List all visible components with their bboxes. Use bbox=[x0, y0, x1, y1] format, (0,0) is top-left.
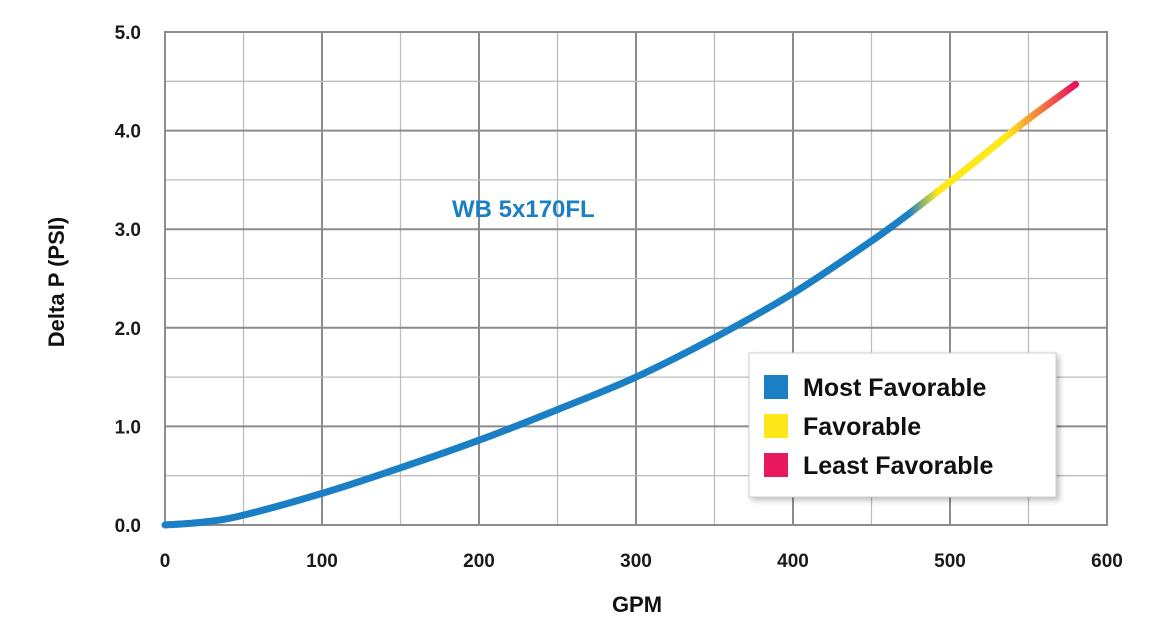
grid bbox=[164, 31, 1108, 526]
x-tick-label: 500 bbox=[934, 551, 966, 572]
data-point bbox=[557, 409, 558, 410]
series-curve-most-favorable bbox=[161, 208, 915, 529]
y-tick-label: 3.0 bbox=[115, 220, 141, 241]
legend-swatch bbox=[764, 375, 788, 399]
data-point bbox=[636, 377, 637, 378]
y-axis-title: Delta P (PSI) bbox=[44, 217, 69, 347]
legend-swatch bbox=[764, 453, 788, 477]
series-curve-favorable-zone bbox=[907, 80, 1080, 216]
y-tick-label: 1.0 bbox=[115, 417, 141, 438]
data-point bbox=[204, 522, 205, 523]
y-tick-label: 2.0 bbox=[115, 319, 141, 340]
data-point bbox=[1075, 84, 1076, 85]
legend-label: Most Favorable bbox=[803, 374, 986, 402]
data-point bbox=[479, 440, 480, 441]
legend-label: Least Favorable bbox=[803, 452, 993, 480]
x-tick-label: 100 bbox=[306, 551, 338, 572]
legend: Most Favorable Favorable Least Favorable bbox=[748, 352, 1057, 498]
data-point bbox=[400, 467, 401, 468]
legend-box bbox=[748, 352, 1057, 498]
data-point bbox=[243, 515, 244, 516]
data-point bbox=[989, 150, 990, 151]
x-tick-label: 200 bbox=[463, 551, 495, 572]
data-point bbox=[1028, 118, 1029, 119]
series-layer bbox=[161, 80, 1080, 529]
curve-annotation: WB 5x170FL bbox=[452, 196, 595, 223]
y-tick-label: 0.0 bbox=[115, 516, 141, 537]
legend-label: Favorable bbox=[803, 413, 921, 441]
data-point bbox=[871, 241, 872, 242]
data-point bbox=[714, 337, 715, 338]
x-axis-title: GPM bbox=[612, 592, 662, 617]
x-tick-label: 300 bbox=[620, 551, 652, 572]
y-tick-label: 4.0 bbox=[115, 122, 141, 143]
legend-swatch bbox=[764, 414, 788, 438]
x-tick-label: 0 bbox=[160, 551, 171, 572]
x-tick-label: 400 bbox=[777, 551, 809, 572]
data-point bbox=[793, 293, 794, 294]
y-tick-label: 5.0 bbox=[115, 23, 141, 44]
tick-labels: 0 100 200 300 400 500 600 0.0 1.0 2.0 3.0 4.0 5.0 bbox=[115, 23, 1123, 572]
data-point bbox=[322, 493, 323, 494]
plot-border bbox=[164, 31, 1108, 526]
data-point bbox=[950, 181, 951, 182]
data-point bbox=[165, 525, 166, 526]
x-tick-label: 600 bbox=[1091, 551, 1123, 572]
data-point bbox=[910, 212, 911, 213]
